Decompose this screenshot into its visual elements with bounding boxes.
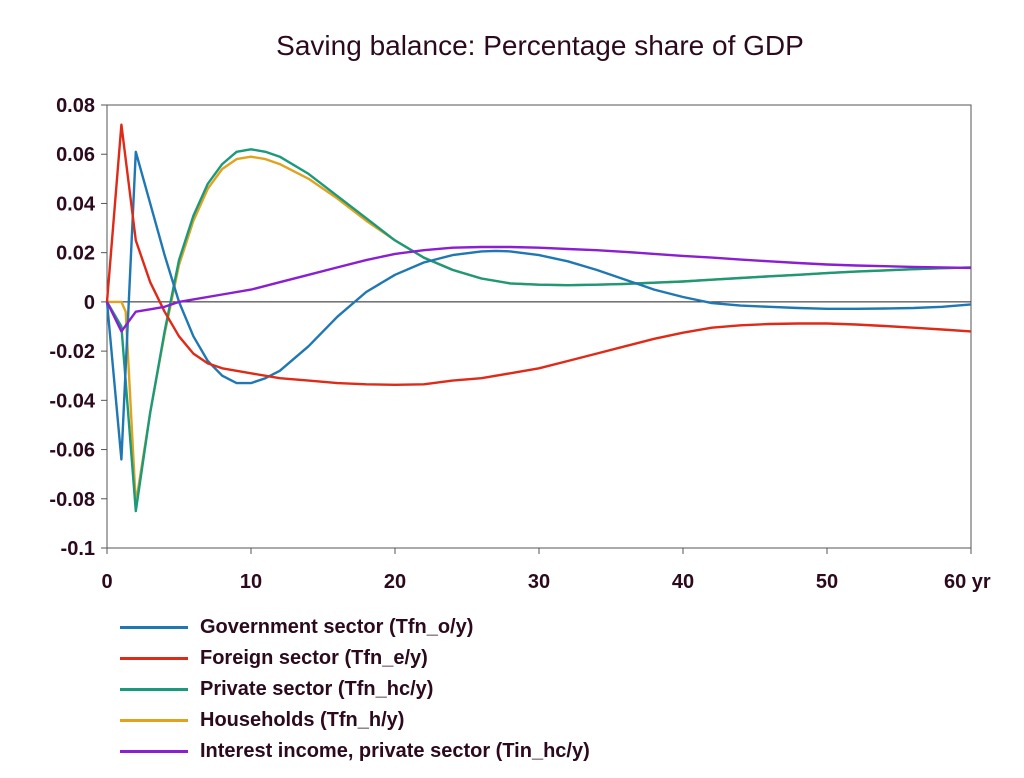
series-line-2 <box>105 123 972 386</box>
y-tick-label: 0.06 <box>56 144 95 166</box>
tick-labels: -0.1 -0.08 -0.06 -0.04 -0.02 0 0.02 0.04 0.06 0.0… <box>49 95 991 593</box>
legend-label: Private sector (Tfn_hc/y) <box>200 678 434 700</box>
x-tick-label: 20 <box>384 571 406 593</box>
series-line-3 <box>105 148 972 513</box>
legend-label: Interest income, private sector (Tin_hc/… <box>200 740 590 762</box>
chart-title: Saving balance: Percentage share of GDP <box>276 30 804 61</box>
legend-item: Interest income, private sector (Tin_hc/… <box>120 736 590 767</box>
legend-swatch <box>120 688 188 691</box>
legend-swatch <box>120 750 188 753</box>
legend-item: Private sector (Tfn_hc/y) <box>120 674 590 705</box>
y-tick-label: 0.02 <box>56 243 95 265</box>
x-tick-label: 10 <box>240 571 262 593</box>
y-tick-label: 0 <box>84 292 95 314</box>
legend-swatch <box>120 657 188 660</box>
axes <box>101 104 972 554</box>
y-tick-label: -0.06 <box>49 440 95 462</box>
legend-item: Government sector (Tfn_o/y) <box>120 612 590 643</box>
y-tick-label: -0.02 <box>49 341 95 363</box>
y-tick-label: -0.04 <box>49 390 95 412</box>
y-tick-label: 0.04 <box>56 193 96 215</box>
legend-label: Foreign sector (Tfn_e/y) <box>200 647 428 669</box>
legend-swatch <box>120 719 188 722</box>
plot-frame <box>106 104 972 549</box>
x-tick-label: 30 <box>528 571 550 593</box>
legend-label: Households (Tfn_h/y) <box>200 709 405 731</box>
y-tick-label: -0.1 <box>61 538 95 560</box>
series-line-1 <box>105 150 972 461</box>
legend-item: Households (Tfn_h/y) <box>120 705 590 736</box>
legend-swatch <box>120 626 188 629</box>
series-line-4 <box>107 155 972 505</box>
y-tick-label: -0.08 <box>49 489 95 511</box>
x-tick-label: 50 <box>816 571 838 593</box>
y-tick-label: 0.08 <box>56 95 95 117</box>
x-tick-label: 0 <box>101 571 112 593</box>
legend-item: Foreign sector (Tfn_e/y) <box>120 643 590 674</box>
x-tick-label: 60 yr <box>944 571 991 593</box>
series-line-5 <box>105 245 972 333</box>
legend-label: Government sector (Tfn_o/y) <box>200 616 474 638</box>
series-lines <box>105 123 972 513</box>
x-tick-label: 40 <box>672 571 694 593</box>
legend: Government sector (Tfn_o/y) Foreign secto… <box>120 612 590 767</box>
